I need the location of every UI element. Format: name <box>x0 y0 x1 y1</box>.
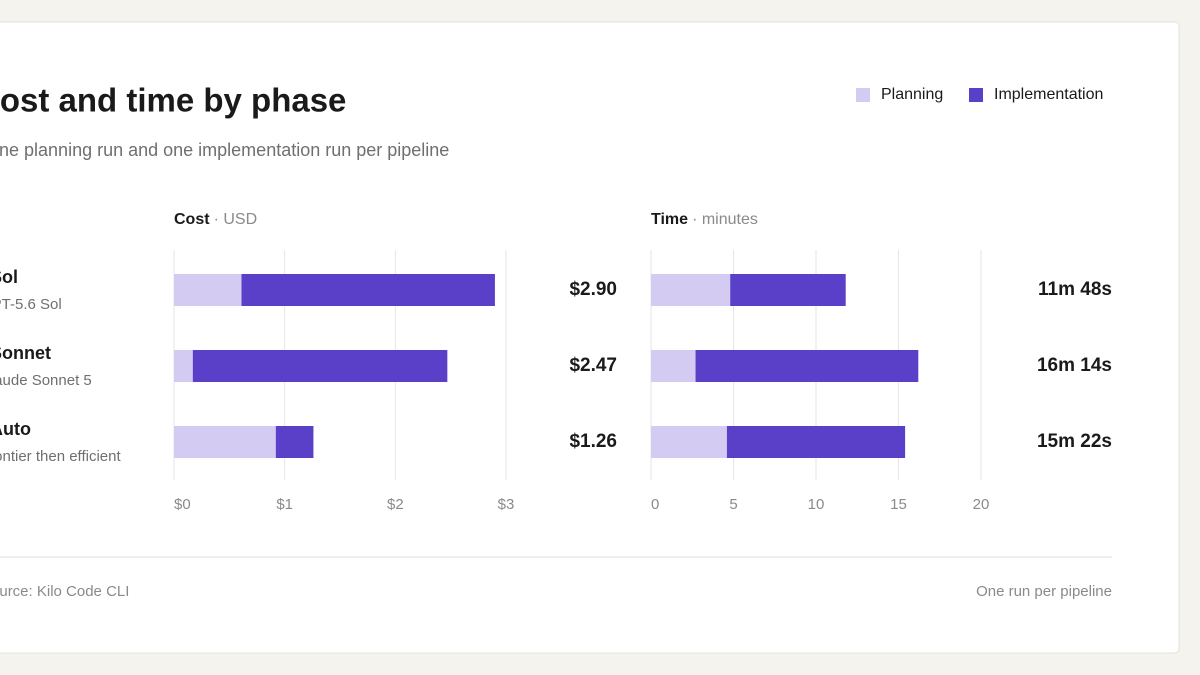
x-tick-label: $3 <box>498 496 515 513</box>
total-label: 11m 48s <box>1038 279 1112 300</box>
axis-title-name: Cost <box>174 211 210 228</box>
row-name: Sonnet <box>0 343 51 363</box>
axis-title-name: Time <box>651 211 688 228</box>
total-label: $1.26 <box>569 431 617 452</box>
axis-title: Time · minutes <box>651 211 758 228</box>
x-tick-label: 20 <box>973 496 990 513</box>
bar-segment <box>174 350 193 382</box>
x-tick-label: $1 <box>276 496 293 513</box>
bar-segment <box>192 350 448 382</box>
bar-segment <box>174 426 276 458</box>
bar-segment <box>174 274 242 306</box>
row-name: Sol <box>0 267 18 287</box>
legend-swatch <box>856 88 870 102</box>
total-label: 15m 22s <box>1037 431 1112 452</box>
legend-label: Planning <box>881 86 943 103</box>
x-tick-label: $0 <box>174 496 191 513</box>
total-label: $2.90 <box>569 279 617 300</box>
legend-label: Implementation <box>994 86 1103 103</box>
x-tick-label: 5 <box>729 496 737 513</box>
legend-swatch <box>969 88 983 102</box>
bar-segment <box>730 274 846 306</box>
title: Cost and time by phase <box>0 82 346 119</box>
row-model: GPT-5.6 Sol <box>0 296 62 313</box>
x-tick-label: 10 <box>808 496 825 513</box>
axis-title-unit: · minutes <box>692 211 758 228</box>
axis-title-unit: · USD <box>214 211 258 228</box>
row-model: Frontier then efficient <box>0 448 121 465</box>
footer-note: One run per pipeline <box>976 583 1112 600</box>
footer-source: Source: Kilo Code CLI <box>0 583 129 600</box>
bar-segment <box>726 426 906 458</box>
row-name: Auto <box>0 419 31 439</box>
x-tick-label: 0 <box>651 496 659 513</box>
x-tick-label: $2 <box>387 496 404 513</box>
total-label: 16m 14s <box>1037 355 1112 376</box>
bar-segment <box>241 274 495 306</box>
bar-segment <box>651 350 696 382</box>
subtitle: One planning run and one implementation … <box>0 140 449 160</box>
x-tick-label: 15 <box>890 496 907 513</box>
card <box>0 21 1180 654</box>
bar-segment <box>651 426 727 458</box>
bar-segment <box>275 426 314 458</box>
bar-segment <box>695 350 919 382</box>
axis-title: Cost · USD <box>174 211 257 228</box>
total-label: $2.47 <box>569 355 617 376</box>
row-model: Claude Sonnet 5 <box>0 372 92 389</box>
bar-segment <box>651 274 731 306</box>
